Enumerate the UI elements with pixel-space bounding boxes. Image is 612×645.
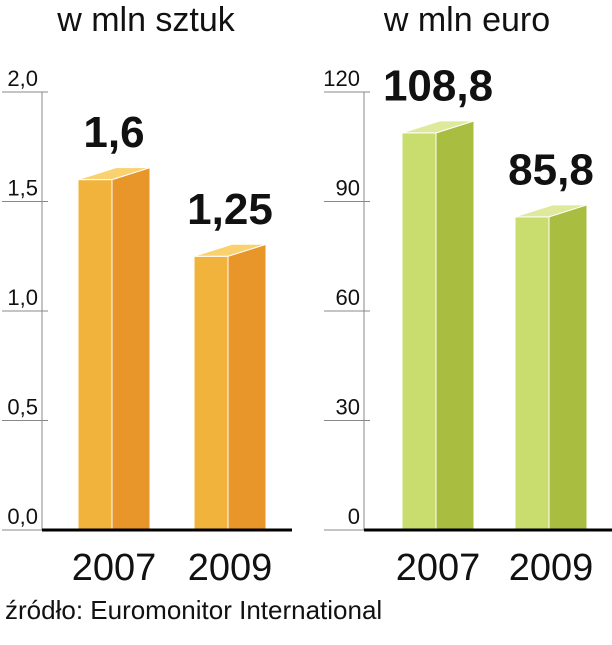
chart-title: w mln euro xyxy=(383,1,550,39)
bar-top xyxy=(77,167,151,181)
y-tick-label: 0,5 xyxy=(7,394,38,419)
bar-front xyxy=(77,179,113,531)
bar-front xyxy=(514,216,550,531)
bar-top xyxy=(401,120,475,134)
bar-side xyxy=(548,204,588,531)
bar-front xyxy=(401,132,437,531)
value-label: 85,8 xyxy=(508,145,594,194)
y-tick-label: 2,0 xyxy=(7,66,38,91)
bar-top xyxy=(193,243,267,257)
chart-title: w mln sztuk xyxy=(56,1,236,39)
x-tick-label: 2007 xyxy=(72,547,157,589)
source: źródło: Euromonitor International xyxy=(5,595,382,625)
y-tick-label: 0 xyxy=(348,504,360,529)
bar-side xyxy=(435,120,475,531)
bar-side xyxy=(227,243,267,531)
y-tick-label: 0,0 xyxy=(7,504,38,529)
value-label: 1,25 xyxy=(187,185,273,234)
y-tick-label: 1,0 xyxy=(7,285,38,310)
y-tick-label: 90 xyxy=(336,175,360,200)
bar-side xyxy=(111,166,151,531)
y-tick-label: 120 xyxy=(323,66,360,91)
x-tick-label: 2007 xyxy=(396,547,481,589)
y-tick-label: 30 xyxy=(336,394,360,419)
bar-top xyxy=(514,204,588,218)
value-label: 1,6 xyxy=(83,108,144,157)
bar-front xyxy=(193,255,229,531)
x-tick-label: 2009 xyxy=(188,547,273,589)
x-tick-label: 2009 xyxy=(509,547,594,589)
value-label: 108,8 xyxy=(383,62,493,111)
y-tick-label: 60 xyxy=(336,285,360,310)
y-tick-label: 1,5 xyxy=(7,175,38,200)
